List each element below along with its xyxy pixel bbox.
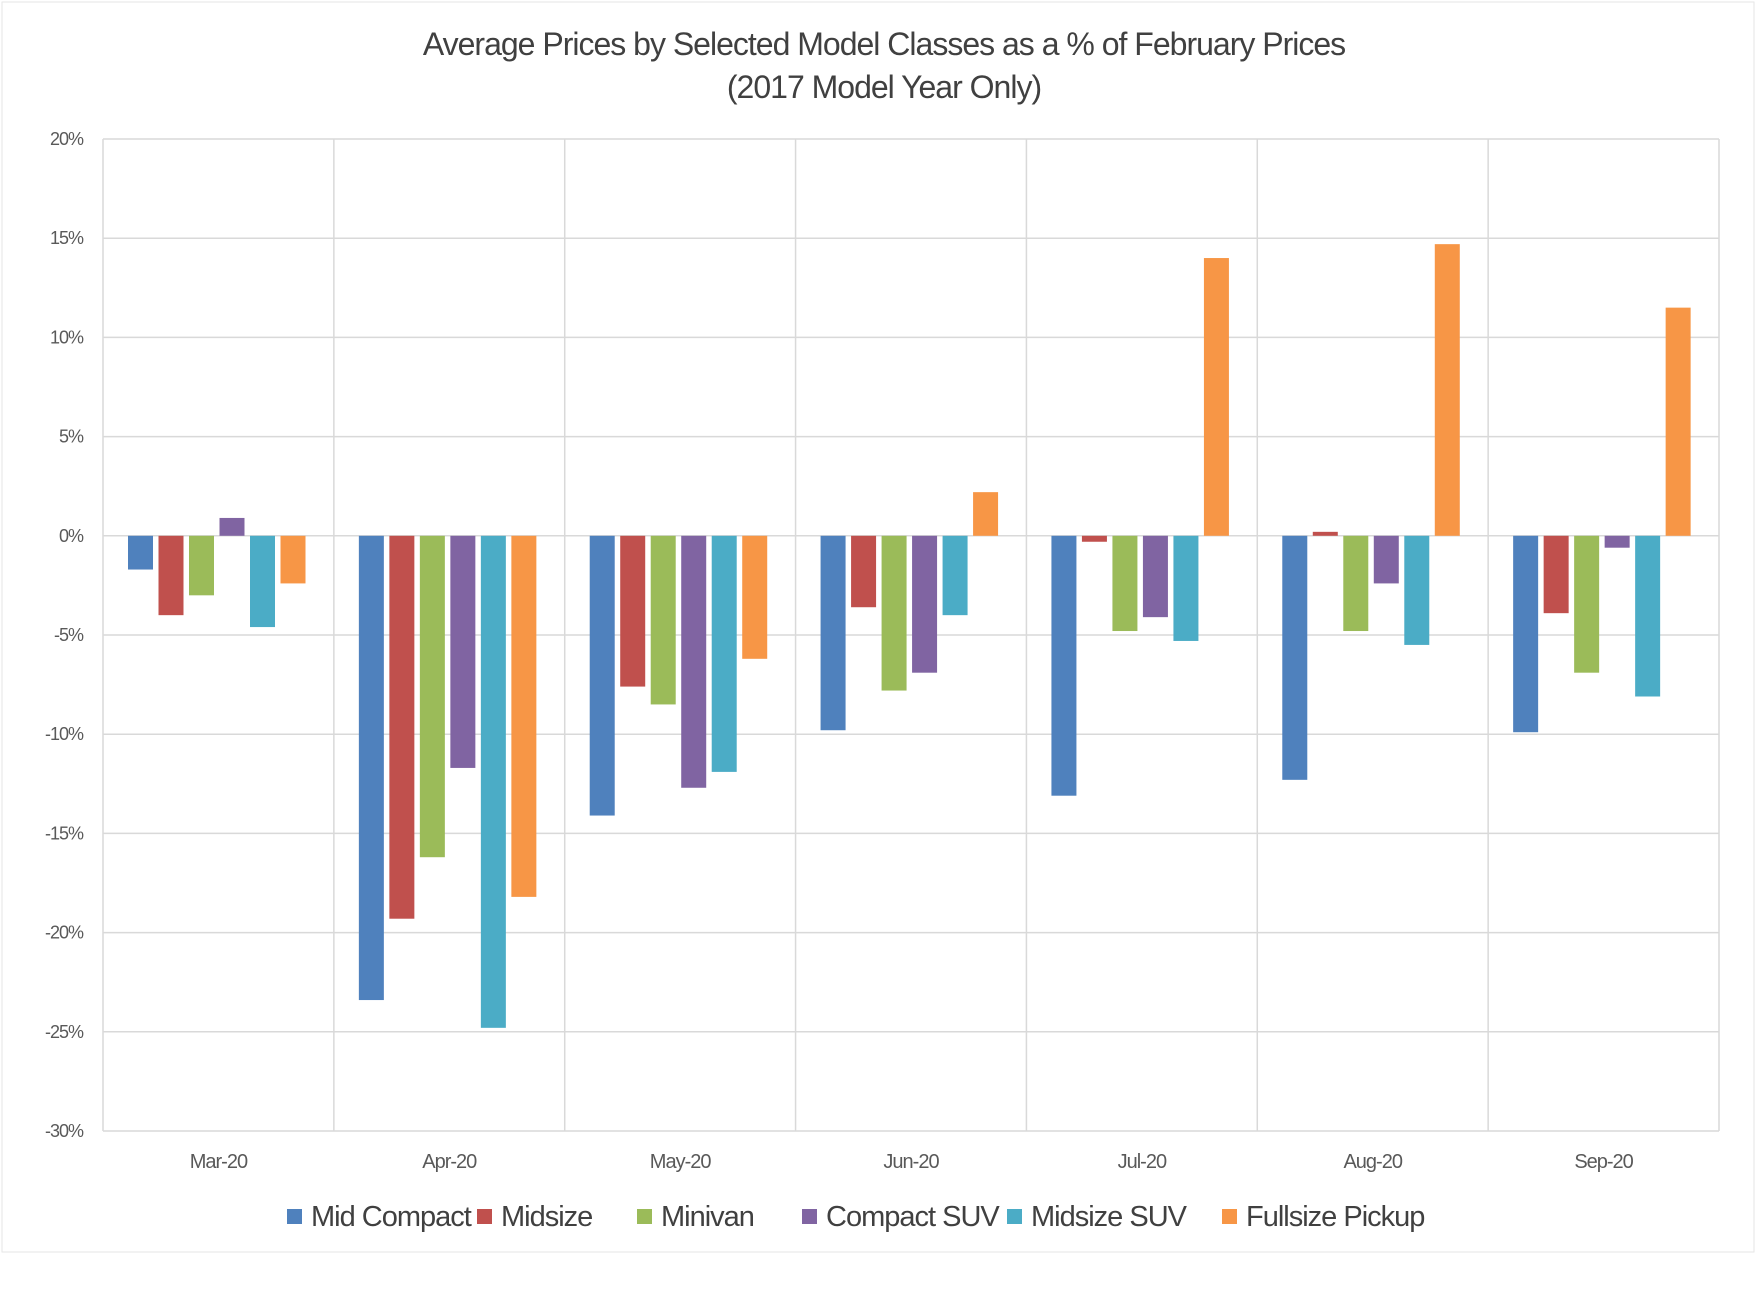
bar-midsize — [158, 535, 184, 616]
x-tick-label: Apr-20 — [422, 1151, 477, 1173]
bar-compact-suv — [681, 535, 707, 788]
bar-compact-suv — [912, 535, 938, 673]
legend-label: Midsize SUV — [1031, 1201, 1188, 1233]
bar-minivan — [881, 535, 907, 691]
bar-compact-suv — [219, 517, 245, 536]
bar-fullsize-pickup — [1665, 307, 1691, 536]
bar-midsize-suv — [1173, 535, 1199, 641]
legend-item: Fullsize Pickup — [1222, 1201, 1425, 1233]
bar-midsize-suv — [250, 535, 275, 628]
x-tick-label: Mar-20 — [190, 1151, 248, 1173]
bar-mid-compact — [1282, 535, 1308, 780]
x-tick-label: Aug-20 — [1343, 1151, 1402, 1173]
legend-swatch — [287, 1209, 302, 1224]
legend-swatch — [1007, 1209, 1022, 1224]
x-tick-label: Jun-20 — [883, 1151, 939, 1173]
legend-label: Fullsize Pickup — [1246, 1201, 1424, 1233]
bar-midsize — [851, 535, 877, 608]
legend-swatch — [802, 1209, 817, 1224]
bar-compact-suv — [1604, 535, 1630, 548]
bar-mid-compact — [128, 535, 153, 570]
bar-fullsize-pickup — [742, 535, 768, 659]
y-tick-label: -15% — [45, 823, 84, 843]
y-tick-label: -10% — [45, 724, 84, 744]
bar-midsize-suv — [480, 535, 506, 1028]
legend-item: Mid Compact — [287, 1201, 473, 1233]
bar-compact-suv — [450, 535, 476, 768]
x-tick-label: Sep-20 — [1574, 1151, 1633, 1173]
bar-compact-suv — [1142, 535, 1168, 618]
bar-midsize — [1543, 535, 1569, 614]
bar-fullsize-pickup — [1203, 258, 1229, 536]
bar-midsize-suv — [942, 535, 968, 616]
y-tick-label: -5% — [54, 625, 84, 645]
legend-label: Compact SUV — [826, 1201, 1000, 1233]
legend-item: Minivan — [637, 1201, 755, 1233]
legend-label: Mid Compact — [311, 1201, 472, 1233]
bar-midsize-suv — [1404, 535, 1430, 645]
y-tick-label: -25% — [45, 1022, 84, 1042]
legend-label: Midsize — [501, 1201, 592, 1233]
chart-subtitle: (2017 Model Year Only) — [727, 69, 1041, 105]
legend-label: Minivan — [661, 1201, 754, 1233]
bar-midsize-suv — [711, 535, 737, 772]
y-tick-label: 15% — [50, 228, 84, 248]
bar-mid-compact — [589, 535, 615, 816]
y-tick-label: 10% — [50, 327, 84, 347]
y-tick-label: -30% — [45, 1121, 84, 1141]
legend-item: Compact SUV — [802, 1201, 1001, 1233]
bar-minivan — [1574, 535, 1600, 673]
x-tick-label: Jul-20 — [1118, 1151, 1167, 1173]
bar-fullsize-pickup — [1434, 244, 1460, 536]
x-tick-label: May-20 — [650, 1151, 712, 1173]
bar-minivan — [650, 535, 676, 705]
bar-midsize — [389, 535, 415, 919]
y-axis-tick-labels: 20% 15% 10% 5% 0% -5% -10% -15% -20% -25% -30% — [45, 129, 85, 1141]
legend-item: Midsize SUV — [1007, 1201, 1189, 1233]
legend-swatch — [477, 1209, 492, 1224]
bar-mid-compact — [1513, 535, 1539, 733]
y-tick-label: 20% — [50, 129, 84, 149]
bar-midsize — [620, 535, 646, 687]
legend: Mid Compact Midsize Minivan Compact SUV Mids… — [287, 1201, 1425, 1233]
bar-mid-compact — [1051, 535, 1077, 796]
legend-swatch — [637, 1209, 652, 1224]
bar-fullsize-pickup — [280, 535, 306, 584]
bar-compact-suv — [1373, 535, 1399, 584]
bar-midsize-suv — [1635, 535, 1661, 697]
y-tick-label: 5% — [59, 427, 84, 447]
bar-mid-compact — [358, 535, 384, 1001]
bar-fullsize-pickup — [973, 492, 999, 536]
bar-minivan — [1343, 535, 1369, 632]
bar-mid-compact — [820, 535, 846, 731]
bar-minivan — [189, 535, 214, 596]
chart-title: Average Prices by Selected Model Classes… — [423, 26, 1345, 62]
chart-frame — [1, 1, 1755, 1253]
bar-midsize — [1081, 535, 1107, 542]
bar-minivan — [1112, 535, 1138, 632]
bar-fullsize-pickup — [511, 535, 537, 897]
y-tick-label: -20% — [45, 923, 84, 943]
y-tick-label: 0% — [59, 526, 84, 546]
bar-midsize — [1312, 531, 1338, 536]
bars — [128, 244, 1691, 1028]
legend-item: Midsize — [477, 1201, 593, 1233]
legend-swatch — [1222, 1209, 1237, 1224]
bar-minivan — [419, 535, 445, 858]
x-axis-tick-labels: Mar-20 Apr-20 May-20 Jun-20 Jul-20 Aug-20 Sep-… — [190, 1151, 1635, 1173]
